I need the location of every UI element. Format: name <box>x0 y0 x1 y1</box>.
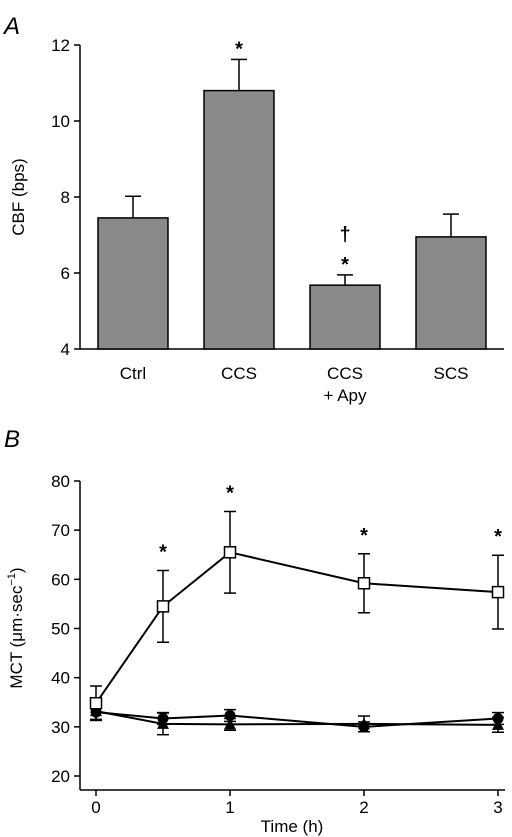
panel-b-x-tick-label: 3 <box>493 798 502 817</box>
panel-a-x-tick-label: Ctrl <box>120 364 146 383</box>
data-point-open-square <box>357 577 371 590</box>
significance-star: * <box>341 254 349 276</box>
panel-b-x-axis-label: Time (h) <box>261 817 324 836</box>
data-point-filled-circle <box>157 712 169 724</box>
panel-b-x-tick-label: 0 <box>91 798 100 817</box>
significance-star: * <box>494 526 502 548</box>
data-point-filled-circle <box>358 721 370 733</box>
panel-a-x-tick-label: SCS <box>434 364 469 383</box>
panel-a-x-tick-label: CCS <box>221 364 257 383</box>
panel-b-letter: B <box>4 426 20 453</box>
significance-dagger: † <box>339 224 350 246</box>
panel-b-x-tick-label: 2 <box>359 798 368 817</box>
panel-b-line-chart: B Time (h) MCT (μm·sec−1) 20304050607080… <box>4 426 505 836</box>
panel-b-x-tick-label: 1 <box>225 798 234 817</box>
panel-b-y-tick-label: 40 <box>51 669 70 688</box>
data-point-open-square <box>89 696 103 710</box>
panel-a-bar-chart: A CBF (bps) 4 6 8 10 12 Ctrl CCS * CCS + Apy * † SCS <box>2 13 504 405</box>
panel-b-y-tick-label: 80 <box>51 472 70 491</box>
significance-star: * <box>360 525 368 547</box>
panel-b-y-tick-label: 70 <box>51 521 70 540</box>
panel-b-y-axis-label: MCT (μm·sec−1) <box>6 567 26 688</box>
significance-star: * <box>235 38 243 60</box>
panel-b-y-tick-label: 30 <box>51 718 70 737</box>
significance-star: * <box>159 541 167 563</box>
bar <box>309 284 381 350</box>
panel-a-y-tick-label: 6 <box>61 264 70 283</box>
significance-star: * <box>226 482 234 504</box>
panel-b-y-tick-label: 20 <box>51 767 70 786</box>
panel-b-y-tick-label: 50 <box>51 620 70 639</box>
panel-a-y-tick-label: 4 <box>61 340 70 359</box>
panel-a-x-tick-label: CCS <box>327 364 363 383</box>
data-point-filled-triangle <box>224 718 236 730</box>
panel-a-y-tick-label: 8 <box>61 188 70 207</box>
data-point-filled-circle <box>492 712 504 724</box>
data-point-open-square <box>156 600 170 613</box>
data-point-open-square <box>223 546 237 559</box>
panel-a-y-tick-label: 12 <box>51 36 70 55</box>
panel-a-y-tick-label: 10 <box>51 112 70 131</box>
panel-a-letter: A <box>2 13 20 40</box>
data-point-open-square <box>491 585 505 599</box>
data-point-filled-circle <box>224 710 236 722</box>
series-line <box>95 551 499 704</box>
bar <box>415 236 487 350</box>
panel-a-y-axis-label: CBF (bps) <box>9 158 28 235</box>
panel-b-y-tick-label: 60 <box>51 570 70 589</box>
bar <box>97 217 169 350</box>
panel-a-x-tick-label: + Apy <box>323 386 367 405</box>
bar <box>203 89 275 350</box>
